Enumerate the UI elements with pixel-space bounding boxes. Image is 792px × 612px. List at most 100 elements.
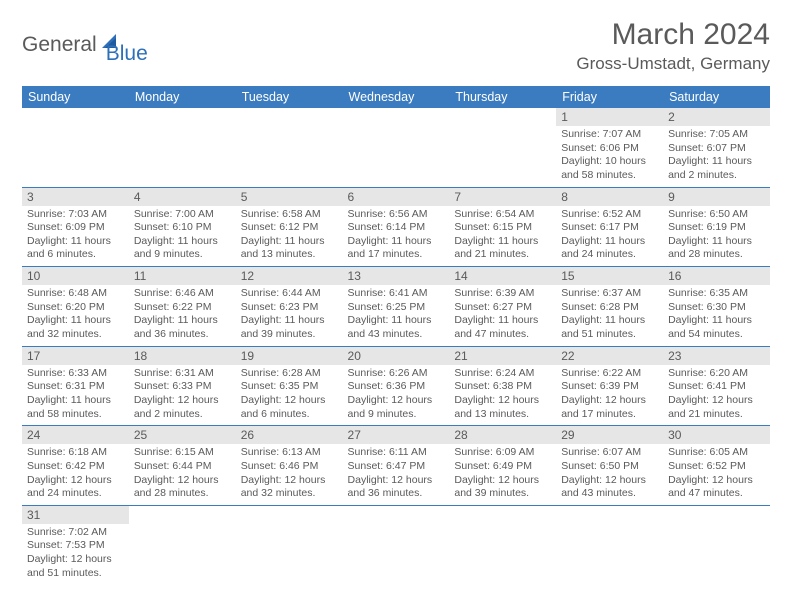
day-number: 7	[449, 188, 556, 206]
day-content: Sunrise: 6:13 AMSunset: 6:46 PMDaylight:…	[236, 444, 343, 505]
weekday-header: Monday	[129, 86, 236, 108]
calendar-day-cell: 11Sunrise: 6:46 AMSunset: 6:22 PMDayligh…	[129, 267, 236, 347]
calendar-day-cell: 13Sunrise: 6:41 AMSunset: 6:25 PMDayligh…	[343, 267, 450, 347]
day-content: Sunrise: 6:58 AMSunset: 6:12 PMDaylight:…	[236, 206, 343, 267]
day-content: Sunrise: 7:07 AMSunset: 6:06 PMDaylight:…	[556, 126, 663, 187]
calendar-day-cell: 2Sunrise: 7:05 AMSunset: 6:07 PMDaylight…	[663, 108, 770, 187]
day-number: 10	[22, 267, 129, 285]
calendar-day-cell: 22Sunrise: 6:22 AMSunset: 6:39 PMDayligh…	[556, 346, 663, 426]
calendar-day-cell: 8Sunrise: 6:52 AMSunset: 6:17 PMDaylight…	[556, 187, 663, 267]
day-content: Sunrise: 6:24 AMSunset: 6:38 PMDaylight:…	[449, 365, 556, 426]
day-content: Sunrise: 7:00 AMSunset: 6:10 PMDaylight:…	[129, 206, 236, 267]
day-number: 11	[129, 267, 236, 285]
calendar-day-cell: 10Sunrise: 6:48 AMSunset: 6:20 PMDayligh…	[22, 267, 129, 347]
day-number: 30	[663, 426, 770, 444]
day-number: 5	[236, 188, 343, 206]
day-number: 18	[129, 347, 236, 365]
calendar-empty-cell	[343, 505, 450, 584]
day-content: Sunrise: 6:39 AMSunset: 6:27 PMDaylight:…	[449, 285, 556, 346]
day-content: Sunrise: 6:11 AMSunset: 6:47 PMDaylight:…	[343, 444, 450, 505]
day-number: 29	[556, 426, 663, 444]
calendar-day-cell: 17Sunrise: 6:33 AMSunset: 6:31 PMDayligh…	[22, 346, 129, 426]
day-content: Sunrise: 6:44 AMSunset: 6:23 PMDaylight:…	[236, 285, 343, 346]
weekday-header: Sunday	[22, 86, 129, 108]
day-content: Sunrise: 6:52 AMSunset: 6:17 PMDaylight:…	[556, 206, 663, 267]
calendar-empty-cell	[449, 108, 556, 187]
day-number: 23	[663, 347, 770, 365]
day-content: Sunrise: 6:26 AMSunset: 6:36 PMDaylight:…	[343, 365, 450, 426]
calendar-empty-cell	[236, 505, 343, 584]
day-number: 20	[343, 347, 450, 365]
day-content: Sunrise: 6:46 AMSunset: 6:22 PMDaylight:…	[129, 285, 236, 346]
day-content: Sunrise: 6:07 AMSunset: 6:50 PMDaylight:…	[556, 444, 663, 505]
logo-text-blue: Blue	[106, 42, 148, 66]
calendar-day-cell: 18Sunrise: 6:31 AMSunset: 6:33 PMDayligh…	[129, 346, 236, 426]
day-content: Sunrise: 7:02 AMSunset: 7:53 PMDaylight:…	[22, 524, 129, 585]
calendar-week-row: 10Sunrise: 6:48 AMSunset: 6:20 PMDayligh…	[22, 267, 770, 347]
calendar-empty-cell	[556, 505, 663, 584]
calendar-empty-cell	[449, 505, 556, 584]
calendar-week-row: 1Sunrise: 7:07 AMSunset: 6:06 PMDaylight…	[22, 108, 770, 187]
calendar-day-cell: 24Sunrise: 6:18 AMSunset: 6:42 PMDayligh…	[22, 426, 129, 506]
day-number: 13	[343, 267, 450, 285]
day-number: 14	[449, 267, 556, 285]
day-content: Sunrise: 6:31 AMSunset: 6:33 PMDaylight:…	[129, 365, 236, 426]
day-content: Sunrise: 6:18 AMSunset: 6:42 PMDaylight:…	[22, 444, 129, 505]
calendar-day-cell: 14Sunrise: 6:39 AMSunset: 6:27 PMDayligh…	[449, 267, 556, 347]
calendar-week-row: 3Sunrise: 7:03 AMSunset: 6:09 PMDaylight…	[22, 187, 770, 267]
weekday-header: Wednesday	[343, 86, 450, 108]
calendar-day-cell: 28Sunrise: 6:09 AMSunset: 6:49 PMDayligh…	[449, 426, 556, 506]
month-title: March 2024	[576, 18, 770, 52]
day-number: 21	[449, 347, 556, 365]
day-number: 22	[556, 347, 663, 365]
day-number: 4	[129, 188, 236, 206]
calendar-day-cell: 7Sunrise: 6:54 AMSunset: 6:15 PMDaylight…	[449, 187, 556, 267]
calendar-day-cell: 21Sunrise: 6:24 AMSunset: 6:38 PMDayligh…	[449, 346, 556, 426]
day-content: Sunrise: 6:41 AMSunset: 6:25 PMDaylight:…	[343, 285, 450, 346]
location: Gross-Umstadt, Germany	[576, 54, 770, 74]
day-number: 1	[556, 108, 663, 126]
logo-text-general: General	[22, 33, 97, 57]
day-number: 15	[556, 267, 663, 285]
day-content: Sunrise: 6:50 AMSunset: 6:19 PMDaylight:…	[663, 206, 770, 267]
calendar-week-row: 31Sunrise: 7:02 AMSunset: 7:53 PMDayligh…	[22, 505, 770, 584]
weekday-header: Thursday	[449, 86, 556, 108]
calendar-empty-cell	[129, 505, 236, 584]
day-content: Sunrise: 6:48 AMSunset: 6:20 PMDaylight:…	[22, 285, 129, 346]
logo: General Blue	[22, 24, 148, 66]
calendar-day-cell: 15Sunrise: 6:37 AMSunset: 6:28 PMDayligh…	[556, 267, 663, 347]
calendar-empty-cell	[22, 108, 129, 187]
calendar-week-row: 24Sunrise: 6:18 AMSunset: 6:42 PMDayligh…	[22, 426, 770, 506]
day-number: 16	[663, 267, 770, 285]
day-number: 24	[22, 426, 129, 444]
calendar-day-cell: 19Sunrise: 6:28 AMSunset: 6:35 PMDayligh…	[236, 346, 343, 426]
calendar-empty-cell	[129, 108, 236, 187]
title-block: March 2024 Gross-Umstadt, Germany	[576, 18, 770, 74]
weekday-header: Friday	[556, 86, 663, 108]
calendar-day-cell: 9Sunrise: 6:50 AMSunset: 6:19 PMDaylight…	[663, 187, 770, 267]
day-content: Sunrise: 6:33 AMSunset: 6:31 PMDaylight:…	[22, 365, 129, 426]
day-number: 6	[343, 188, 450, 206]
day-number: 8	[556, 188, 663, 206]
calendar-day-cell: 12Sunrise: 6:44 AMSunset: 6:23 PMDayligh…	[236, 267, 343, 347]
day-number: 17	[22, 347, 129, 365]
calendar-day-cell: 25Sunrise: 6:15 AMSunset: 6:44 PMDayligh…	[129, 426, 236, 506]
calendar-day-cell: 3Sunrise: 7:03 AMSunset: 6:09 PMDaylight…	[22, 187, 129, 267]
weekday-header: Tuesday	[236, 86, 343, 108]
day-content: Sunrise: 6:22 AMSunset: 6:39 PMDaylight:…	[556, 365, 663, 426]
day-number: 2	[663, 108, 770, 126]
calendar-day-cell: 4Sunrise: 7:00 AMSunset: 6:10 PMDaylight…	[129, 187, 236, 267]
calendar-body: 1Sunrise: 7:07 AMSunset: 6:06 PMDaylight…	[22, 108, 770, 584]
day-number: 25	[129, 426, 236, 444]
day-number: 3	[22, 188, 129, 206]
calendar-day-cell: 23Sunrise: 6:20 AMSunset: 6:41 PMDayligh…	[663, 346, 770, 426]
calendar-week-row: 17Sunrise: 6:33 AMSunset: 6:31 PMDayligh…	[22, 346, 770, 426]
day-content: Sunrise: 7:03 AMSunset: 6:09 PMDaylight:…	[22, 206, 129, 267]
calendar-day-cell: 6Sunrise: 6:56 AMSunset: 6:14 PMDaylight…	[343, 187, 450, 267]
day-number: 12	[236, 267, 343, 285]
calendar-day-cell: 27Sunrise: 6:11 AMSunset: 6:47 PMDayligh…	[343, 426, 450, 506]
calendar-day-cell: 5Sunrise: 6:58 AMSunset: 6:12 PMDaylight…	[236, 187, 343, 267]
calendar-day-cell: 16Sunrise: 6:35 AMSunset: 6:30 PMDayligh…	[663, 267, 770, 347]
day-content: Sunrise: 6:09 AMSunset: 6:49 PMDaylight:…	[449, 444, 556, 505]
day-content: Sunrise: 6:05 AMSunset: 6:52 PMDaylight:…	[663, 444, 770, 505]
